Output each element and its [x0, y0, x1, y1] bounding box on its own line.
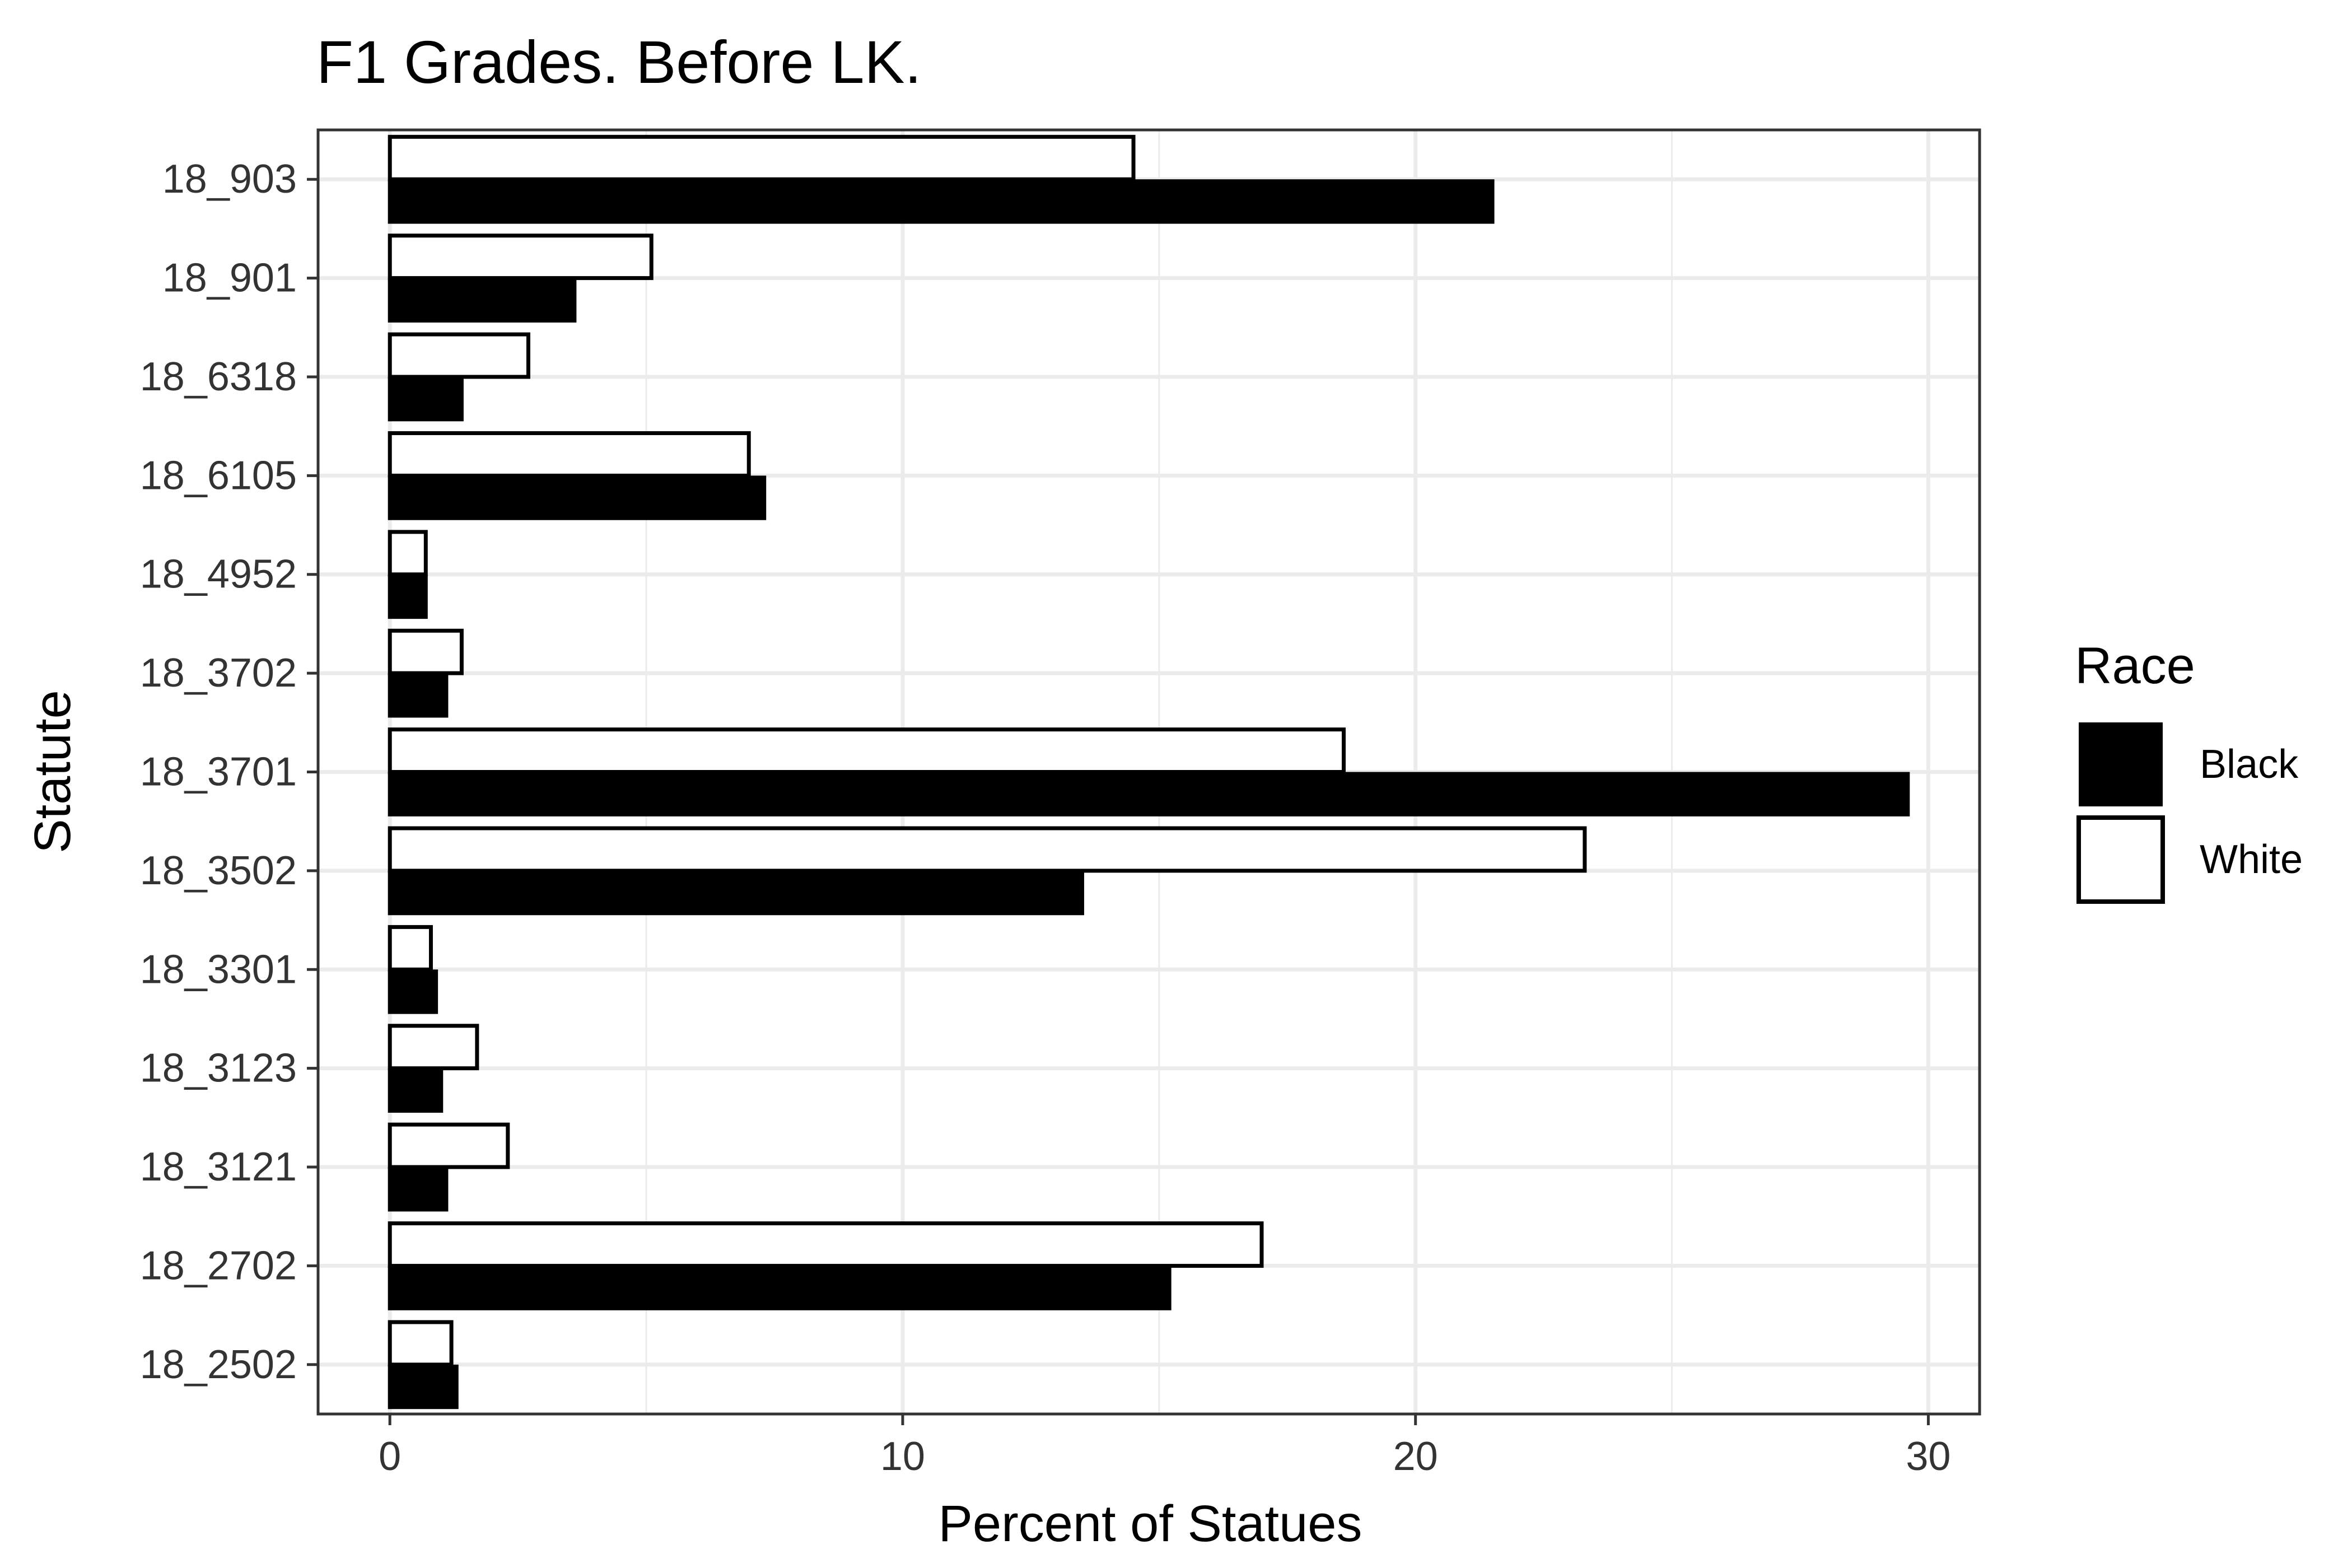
- x-tick-label: 0: [379, 1434, 401, 1479]
- x-axis: 0 10 20 30: [379, 1414, 1950, 1479]
- bar-black-18_3702: [388, 673, 449, 718]
- y-tick-label: 18_6105: [140, 453, 297, 498]
- y-tick-label: 18_3121: [140, 1145, 297, 1189]
- x-axis-title: Percent of Statues: [939, 1495, 1362, 1552]
- legend-key-black: [2079, 722, 2163, 806]
- bars: [388, 134, 1910, 1410]
- bar-white-18_3121: [388, 1122, 510, 1169]
- bar-black-18_3502: [388, 870, 1084, 916]
- bar-white-18_2502: [388, 1320, 454, 1367]
- bar-white-18_4952: [388, 530, 428, 577]
- y-tick-label: 18_3701: [140, 750, 297, 795]
- bar-white-18_903: [388, 134, 1136, 181]
- bar-white-18_3502: [388, 826, 1587, 873]
- x-tick-label: 10: [880, 1434, 925, 1479]
- y-tick-label: 18_3502: [140, 848, 297, 893]
- bar-white-18_3702: [388, 628, 464, 675]
- chart-title: F1 Grades. Before LK.: [316, 28, 922, 96]
- y-axis: 18_903 18_901 18_6318 18_6105 18_4952 18_3702…: [140, 157, 318, 1387]
- bar-black-18_903: [388, 179, 1495, 224]
- bar-black-18_6318: [388, 376, 464, 422]
- legend: Race Black White: [2075, 637, 2303, 904]
- y-tick-label: 18_6318: [140, 354, 297, 399]
- bar-black-18_901: [388, 278, 577, 323]
- bar-black-18_2702: [388, 1266, 1172, 1310]
- bar-black-18_3121: [388, 1167, 449, 1212]
- bar-black-18_3701: [388, 772, 1910, 816]
- y-tick-label: 18_903: [162, 157, 297, 202]
- bar-white-18_3701: [388, 727, 1346, 774]
- y-tick-label: 18_3702: [140, 651, 297, 696]
- legend-title: Race: [2075, 637, 2195, 694]
- bar-black-18_6105: [388, 475, 767, 520]
- y-tick-label: 18_2502: [140, 1342, 297, 1387]
- bar-black-18_2502: [388, 1364, 459, 1410]
- y-axis-title: Statute: [24, 690, 81, 853]
- legend-label-black: Black: [2200, 742, 2299, 787]
- bar-black-18_3301: [388, 969, 438, 1014]
- y-tick-label: 18_3301: [140, 947, 297, 992]
- x-tick-label: 30: [1906, 1434, 1950, 1479]
- bar-white-18_6318: [388, 332, 530, 379]
- bar-white-18_3123: [388, 1024, 479, 1071]
- legend-key-white: [2076, 815, 2165, 904]
- y-tick-label: 18_3123: [140, 1046, 297, 1091]
- legend-label-white: White: [2200, 837, 2303, 882]
- y-tick-label: 18_4952: [140, 552, 297, 597]
- bar-white-18_3301: [388, 925, 433, 972]
- bar-white-18_901: [388, 234, 654, 281]
- y-tick-label: 18_901: [162, 256, 297, 301]
- bar-white-18_2702: [388, 1221, 1264, 1268]
- bar-black-18_3123: [388, 1068, 444, 1113]
- x-tick-label: 20: [1393, 1434, 1438, 1479]
- bar-white-18_6105: [388, 431, 751, 478]
- bar-black-18_4952: [388, 574, 428, 619]
- y-tick-label: 18_2702: [140, 1243, 297, 1288]
